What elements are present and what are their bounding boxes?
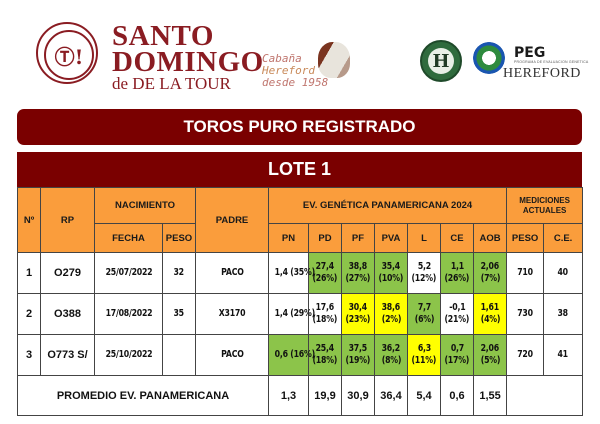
cell-pd: 25,4 (18%) [308, 334, 342, 376]
cell-pva: 35,4 (10%) [374, 252, 408, 294]
peg-burst-icon [473, 42, 505, 74]
bulls-table: Nº RP NACIMIENTO PADRE EV. GENÉTICA PANA… [17, 187, 584, 416]
peg-logo: PEG PROGRAMA DE EVALUACION GENETICA [514, 46, 588, 64]
cell-aob: 2,06 (5%) [472, 334, 508, 376]
header-l: L [407, 223, 441, 253]
hereford-wordmark: HEREFORD [503, 66, 581, 81]
cell-aob: 2,06 (7%) [472, 252, 508, 294]
header-padre: PADRE [195, 187, 269, 253]
header-mediciones: MEDICIONES ACTUALES [506, 187, 584, 224]
cell-l: 7,7 (6%) [407, 293, 441, 335]
page-title: TOROS PURO REGISTRADO [17, 109, 582, 145]
cell-pd: 17,6 (18%) [308, 293, 342, 335]
cell-pva: 38,6 (2%) [374, 293, 408, 335]
cell-fecha: 25/07/2022 [94, 252, 163, 294]
cell-ce: 1,1 (26%) [440, 252, 474, 294]
brand-line-2: DOMINGO [112, 46, 264, 78]
table-row: 2 O388 17/08/2022 35 X3170 1,4 (29%) 17,… [17, 293, 584, 335]
page-header: Ⓣ! SANTO DOMINGO de DE LA TOUR Cabaña He… [0, 0, 600, 105]
cabana-line-2: Hereford [262, 64, 315, 77]
cell-num: 2 [17, 293, 41, 335]
cell-pf: 30,4 (23%) [341, 293, 375, 335]
cell-med-peso: 720 [506, 334, 545, 376]
header-pva: PVA [374, 223, 408, 253]
cell-med-ce: 41 [543, 334, 584, 376]
cell-num: 1 [17, 252, 41, 294]
promedio-ce: 0,6 [440, 375, 474, 416]
header-num: Nº [17, 187, 41, 253]
cell-peso: 35 [162, 293, 196, 335]
header-med-ce: C.E. [543, 223, 584, 253]
cell-med-ce: 40 [543, 252, 584, 294]
santo-domingo-seal-logo: Ⓣ! [36, 22, 98, 84]
seal-glyph-icon: Ⓣ! [44, 30, 94, 80]
cell-padre: PACO [195, 252, 269, 294]
promedio-row: PROMEDIO EV. PANAMERICANA 1,3 19,9 30,9 … [17, 375, 584, 416]
cell-pn: 0,6 (16%) [268, 334, 315, 376]
cell-rp: O388 [40, 293, 95, 335]
header-row-2: FECHA PESO PN PD PF PVA L CE AOB PESO C.… [18, 223, 584, 253]
header-med-peso: PESO [506, 223, 545, 253]
peg-title: PEG [514, 45, 546, 61]
cell-pf: 37,5 (19%) [341, 334, 375, 376]
brand-name: SANTO DOMINGO de DE LA TOUR [112, 20, 264, 93]
cell-ce: 0,7 (17%) [440, 334, 474, 376]
cell-peso [162, 334, 196, 376]
header-rp: RP [40, 187, 95, 253]
cell-med-ce: 38 [543, 293, 584, 335]
cell-fecha: 25/10/2022 [94, 334, 163, 376]
cabana-hereford-tagline: Cabaña Hereford desde 1958 [262, 53, 328, 89]
promedio-pn: 1,3 [268, 375, 309, 416]
promedio-aob: 1,55 [472, 375, 508, 416]
hereford-cow-icon [318, 42, 350, 78]
cabana-line-1: Cabaña [262, 52, 302, 65]
header-nacimiento: NACIMIENTO [94, 187, 196, 224]
promedio-pva: 36,4 [374, 375, 408, 416]
cell-fecha: 17/08/2022 [94, 293, 163, 335]
header-fecha: FECHA [94, 223, 163, 253]
promedio-l: 5,4 [407, 375, 441, 416]
cell-pd: 27,4 (26%) [308, 252, 342, 294]
cell-ce: -0,1 (21%) [440, 293, 474, 335]
promedio-pf: 30,9 [341, 375, 375, 416]
header-ev-genetica: EV. GENÉTICA PANAMERICANA 2024 [267, 187, 508, 224]
peg-subtitle: PROGRAMA DE EVALUACION GENETICA [514, 60, 589, 64]
promedio-label: PROMEDIO EV. PANAMERICANA [17, 375, 269, 416]
h-emblem-icon: H [428, 48, 454, 74]
cell-med-peso: 730 [506, 293, 545, 335]
cell-rp: O279 [40, 252, 95, 294]
header-aob: AOB [472, 223, 508, 253]
header-row-1: Nº RP NACIMIENTO PADRE EV. GENÉTICA PANA… [17, 187, 584, 253]
cell-l: 5,2 (12%) [407, 252, 441, 294]
brand-line-3: de DE LA TOUR [112, 74, 231, 93]
table-row: 3 O773 S/ 25/10/2022 PACO 0,6 (16%) 25,4… [17, 334, 584, 376]
cell-pn: 1,4 (35%) [268, 252, 315, 294]
cell-peso: 32 [162, 252, 196, 294]
header-pn: PN [268, 223, 309, 253]
cell-pf: 38,8 (27%) [341, 252, 375, 294]
cabana-line-3: desde 1958 [262, 76, 329, 89]
header-peso: PESO [162, 223, 196, 253]
cell-padre: X3170 [195, 293, 269, 335]
header-pf: PF [341, 223, 375, 253]
cell-aob: 1,61 (4%) [472, 293, 508, 335]
cell-med-peso: 710 [506, 252, 545, 294]
cell-num: 3 [17, 334, 41, 376]
cell-pva: 36,2 (8%) [374, 334, 408, 376]
brand-line-1: SANTO [112, 20, 214, 52]
cell-rp: O773 S/ [40, 334, 95, 376]
lote-title: LOTE 1 [17, 152, 582, 187]
header-ce: CE [440, 223, 474, 253]
promedio-pd: 19,9 [308, 375, 342, 416]
header-pd: PD [308, 223, 342, 253]
cell-padre: PACO [195, 334, 269, 376]
cell-pn: 1,4 (29%) [268, 293, 315, 335]
cell-l: 6,3 (11%) [407, 334, 441, 376]
promedio-empty [506, 375, 584, 416]
asociacion-hereford-logo: H [420, 40, 462, 82]
table-row: 1 O279 25/07/2022 32 PACO 1,4 (35%) 27,4… [17, 252, 584, 294]
